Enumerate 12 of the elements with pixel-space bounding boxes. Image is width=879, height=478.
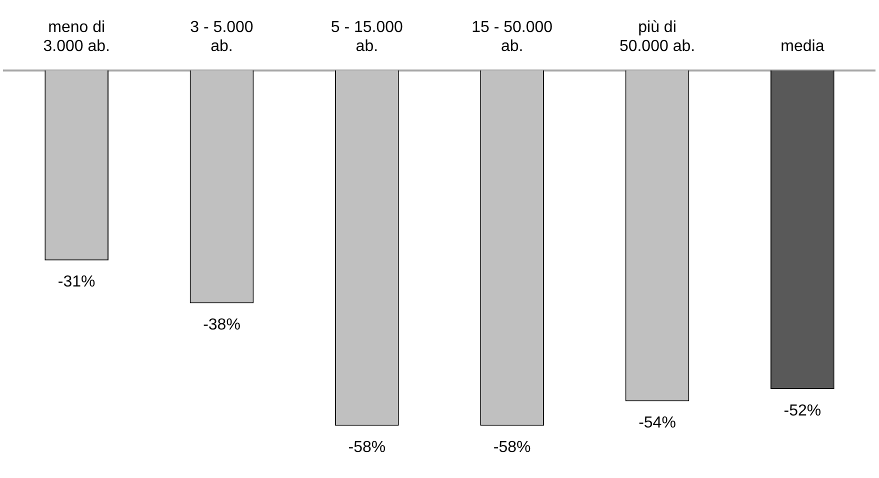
data-label: -58% — [348, 439, 386, 456]
x-tick-label: media — [780, 38, 824, 56]
data-label: -38% — [203, 316, 240, 334]
data-label: -31% — [58, 274, 96, 291]
data-label: -58% — [493, 439, 531, 456]
data-label: -52% — [784, 402, 822, 420]
x-tick-label: meno di 3.000 ab. — [43, 19, 110, 56]
x-tick-label: 5 - 15.000 ab. — [330, 19, 404, 56]
data-label: -54% — [638, 414, 676, 432]
x-tick-label: 15 - 50.000 ab. — [472, 19, 553, 56]
x-tick-label: più di 50.000 ab. — [619, 19, 696, 56]
x-tick-label: 3 - 5.000 ab. — [190, 19, 254, 56]
